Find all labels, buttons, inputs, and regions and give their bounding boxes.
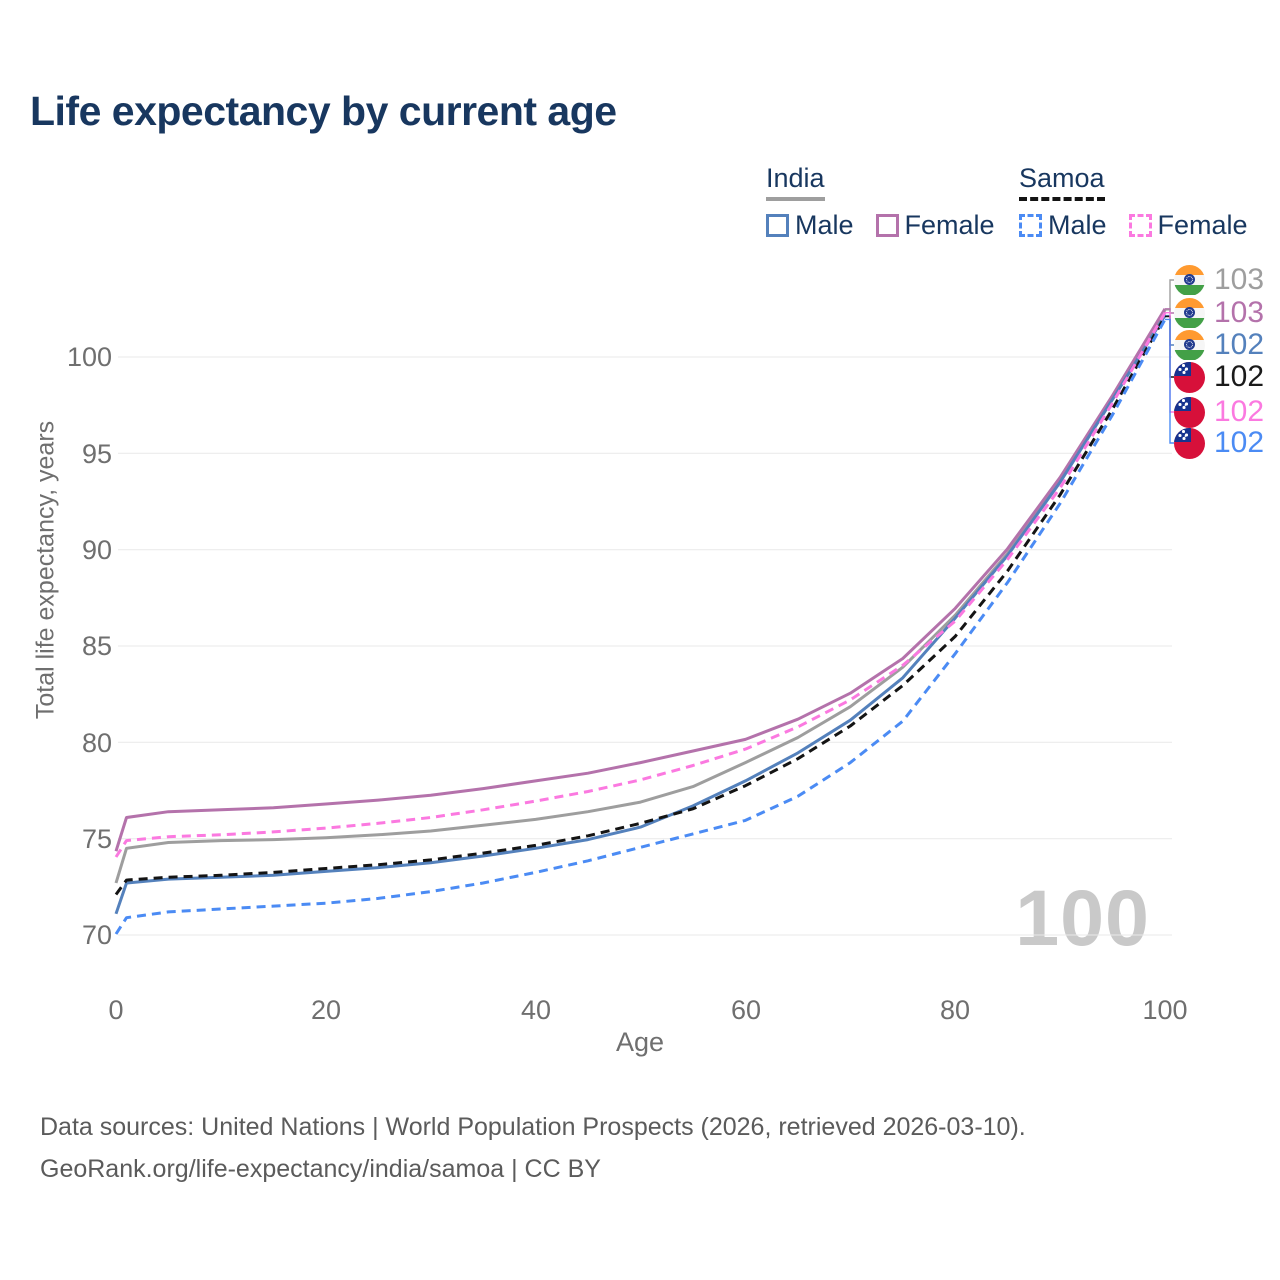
y-tick-label: 90 [81,535,112,565]
leader-line-india-both [1165,279,1174,311]
end-value: 102 [1214,328,1265,361]
series-line-samoa-female [114,311,1167,858]
legend-group-india: India Male Female [766,163,995,241]
end-value: 102 [1214,426,1265,459]
series-line-india-female [114,308,1167,852]
y-tick-label: 70 [81,920,112,950]
series-line-samoa-both [114,315,1167,896]
x-tick-label: 100 [1142,995,1188,1025]
series-line-india-both [114,309,1167,884]
y-tick-label: 80 [81,728,112,758]
legend-item-samoa-female[interactable]: Female [1128,210,1248,241]
x-tick-label: 60 [730,995,762,1025]
page-title: Life expectancy by current age [30,88,617,134]
stars-icon [1182,430,1185,433]
chakra-icon [1184,339,1195,351]
footer: Data sources: United Nations | World Pop… [40,1106,1026,1190]
end-value: 102 [1214,395,1265,428]
x-tick-label: 0 [108,995,124,1025]
legend-item-india-male[interactable]: Male [766,210,854,241]
samoa-female-swatch-icon [1128,214,1152,237]
y-tick-label: 100 [66,342,112,372]
india-flag-icon [1174,297,1205,329]
legend-samoa-header[interactable]: Samoa [1019,163,1105,201]
end-label-samoa-both: 102 [1174,361,1264,393]
samoa-flag-icon [1174,361,1205,393]
legend-india-header[interactable]: India [766,163,825,201]
x-axis-title: Age [615,1027,665,1057]
x-tick-label: 20 [310,995,342,1025]
legend-india-items: Male Female [766,210,995,241]
end-label-india-female: 103 [1174,297,1264,329]
y-tick-label: 95 [81,439,112,469]
legend-item-india-female[interactable]: Female [875,210,995,241]
stars-icon [1182,399,1185,402]
data-sources-line: Data sources: United Nations | World Pop… [40,1113,1026,1141]
end-value: 102 [1214,360,1265,393]
india-female-swatch-icon [875,214,899,237]
samoa-flag-icon [1174,396,1205,428]
leader-line-samoa-male [1165,318,1174,444]
legend-item-label: Female [904,210,995,240]
end-label-india-male: 102 [1174,329,1264,361]
chakra-icon [1184,307,1195,319]
samoa-male-swatch-icon [1019,214,1042,237]
stars-icon [1182,364,1185,367]
y-tick-label: 75 [81,824,112,854]
end-label-samoa-male: 102 [1174,427,1264,459]
series-line-samoa-male [114,318,1167,935]
leader-line-india-female [1165,308,1174,314]
y-tick-label: 85 [81,631,112,661]
samoa-flag-icon [1174,427,1205,459]
legend-group-samoa: Samoa Male Female [1019,163,1248,241]
legend-item-samoa-male[interactable]: Male [1019,210,1107,241]
india-flag-icon [1174,264,1205,296]
india-flag-icon [1174,329,1205,361]
leader-line-samoa-female [1165,312,1174,413]
leader-line-india-male [1165,314,1174,346]
end-label-india-both: 103 [1174,264,1264,296]
attribution-line: GeoRank.org/life-expectancy/india/samoa … [40,1155,601,1183]
series-line-india-male [114,314,1167,915]
end-value: 103 [1214,296,1265,329]
india-male-swatch-icon [766,214,789,237]
end-value: 103 [1214,263,1265,296]
leader-line-samoa-both [1165,315,1174,378]
end-label-samoa-female: 102 [1174,396,1264,428]
age-watermark: 100 [1015,873,1150,962]
legend-item-label: Male [795,210,854,240]
chakra-icon [1184,274,1195,286]
legend-samoa-items: Male Female [1019,210,1248,241]
legend-item-label: Male [1048,210,1107,240]
x-tick-label: 40 [520,995,552,1025]
legend-item-label: Female [1157,210,1248,240]
x-tick-label: 80 [939,995,971,1025]
